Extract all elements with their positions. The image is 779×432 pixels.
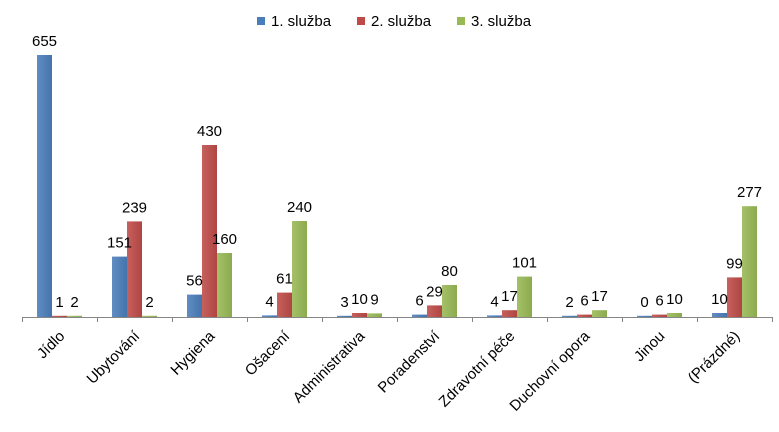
- data-label: 17: [501, 288, 518, 305]
- data-label: 239: [122, 199, 147, 216]
- bar-poradenstvi-series-1: [412, 314, 427, 317]
- data-label: 61: [276, 271, 293, 288]
- data-label: 29: [426, 283, 443, 300]
- data-label: 2: [145, 294, 153, 311]
- legend-swatch-series-1: [257, 17, 265, 25]
- bar-jinou-series-1: [637, 315, 652, 317]
- data-label: 56: [186, 273, 203, 290]
- category-label-duchovni-opora: Duchovní opora: [506, 327, 593, 414]
- data-label: 101: [512, 255, 537, 272]
- category-label-jidlo: Jídlo: [34, 328, 68, 362]
- data-label: 10: [711, 291, 728, 308]
- data-label: 9: [370, 291, 378, 308]
- data-label: 151: [107, 235, 132, 252]
- category-label-poradenstvi: Poradenství: [375, 327, 444, 396]
- data-label: 6: [415, 293, 423, 310]
- bar-jidlo-series-3: [67, 315, 82, 317]
- legend-swatch-series-2: [357, 17, 365, 25]
- category-label-prazdne: (Prázdné): [685, 328, 744, 387]
- bar-duchovni-opora-series-3: [592, 310, 607, 317]
- bar-ubytovani-series-3: [142, 315, 157, 317]
- category-label-zdravotni-pece: Zdravotní péče: [436, 328, 519, 411]
- data-label: 6: [580, 293, 588, 310]
- data-label: 2: [70, 294, 78, 311]
- category-label-administrativa: Administrativa: [290, 327, 369, 406]
- bar-zdravotni-pece-series-3: [517, 276, 532, 317]
- bar-jinou-series-3: [667, 313, 682, 317]
- x-axis-ticks: [22, 317, 773, 322]
- data-label: 10: [351, 291, 368, 308]
- category-label-osaceni: Ošacení: [242, 327, 294, 379]
- x-axis-labels: Jídlo Ubytování Hygiena OšaceníAdministrati…: [34, 327, 743, 414]
- category-label-jinou: Jinou: [631, 328, 668, 365]
- data-label: 160: [212, 231, 237, 248]
- legend-label-series-1: 1. služba: [271, 13, 332, 30]
- bar-duchovni-opora-series-1: [562, 315, 577, 317]
- bar-prazdne-series-3: [742, 206, 757, 317]
- bar-osaceni-series-2: [277, 292, 292, 317]
- data-label: 1: [55, 294, 63, 311]
- bar-hygiena-series-3: [217, 253, 232, 317]
- data-label: 99: [726, 255, 743, 272]
- category-label-hygiena: Hygiena: [167, 327, 218, 378]
- bar-jidlo-series-2: [52, 315, 67, 317]
- bar-hygiena-series-2: [202, 145, 217, 317]
- legend-label-series-3: 3. služba: [471, 13, 532, 30]
- data-label: 4: [265, 293, 273, 310]
- data-label: 80: [441, 263, 458, 280]
- chart-bars: [37, 55, 757, 317]
- bar-poradenstvi-series-2: [427, 305, 442, 317]
- data-label: 2: [565, 294, 573, 311]
- data-label: 277: [737, 184, 762, 201]
- data-label: 430: [197, 123, 222, 140]
- bar-poradenstvi-series-3: [442, 285, 457, 317]
- bar-administrativa-series-2: [352, 313, 367, 317]
- bar-zdravotni-pece-series-2: [502, 310, 517, 317]
- data-label: 3: [340, 294, 348, 311]
- bar-administrativa-series-3: [367, 313, 382, 317]
- data-label: 0: [640, 294, 648, 311]
- data-label: 17: [591, 288, 608, 305]
- bar-jinou-series-2: [652, 314, 667, 317]
- bar-prazdne-series-2: [727, 277, 742, 317]
- bar-ubytovani-series-2: [127, 221, 142, 317]
- bar-hygiena-series-1: [187, 294, 202, 317]
- bar-administrativa-series-1: [337, 315, 352, 317]
- bar-jidlo-series-1: [37, 55, 52, 317]
- bar-prazdne-series-1: [712, 313, 727, 317]
- category-label-ubytovani: Ubytování: [84, 327, 144, 387]
- bar-ubytovani-series-1: [112, 256, 127, 317]
- bar-osaceni-series-3: [292, 221, 307, 317]
- data-label: 10: [666, 291, 683, 308]
- data-label: 6: [655, 293, 663, 310]
- bar-osaceni-series-1: [262, 315, 277, 317]
- legend-swatch-series-3: [457, 17, 465, 25]
- bar-zdravotni-pece-series-1: [487, 315, 502, 317]
- chart-legend: 1. služba 2. služba 3. služba: [257, 13, 532, 30]
- data-label: 4: [490, 293, 498, 310]
- legend-label-series-2: 2. služba: [371, 13, 432, 30]
- bar-duchovni-opora-series-2: [577, 314, 592, 317]
- data-label: 240: [287, 199, 312, 216]
- data-label: 655: [32, 33, 57, 50]
